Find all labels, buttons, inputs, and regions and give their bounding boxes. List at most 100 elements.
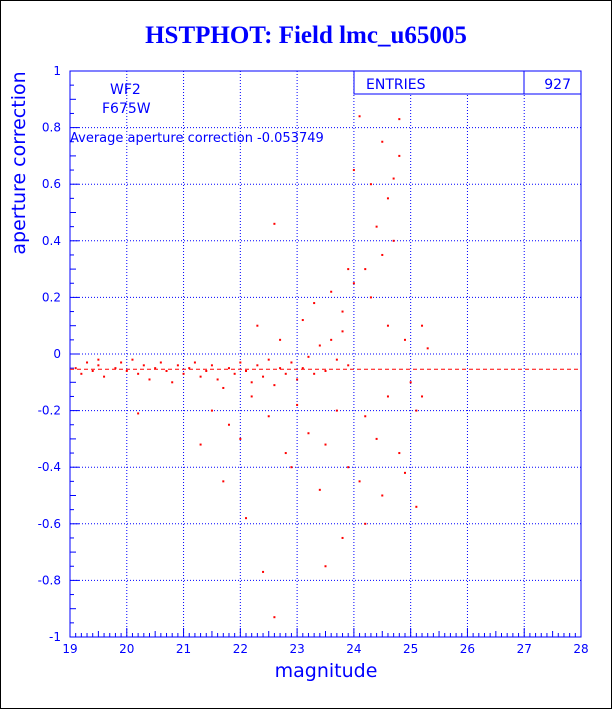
data-point: [386, 395, 389, 398]
x-tick-labels: 19 20 21 22 23 24 25 26 27 28: [62, 642, 588, 656]
data-point: [131, 358, 134, 361]
data-point: [364, 268, 367, 271]
data-point: [415, 505, 418, 508]
data-point: [352, 282, 355, 285]
data-point: [341, 310, 344, 313]
data-point: [199, 443, 202, 446]
data-point: [267, 358, 270, 361]
data-point: [347, 364, 350, 367]
x-tick-label: 24: [346, 642, 361, 656]
y-tick-label: 0.4: [42, 234, 61, 248]
data-point: [415, 409, 418, 412]
y-tick-label: -1: [49, 630, 61, 644]
x-tick-label: 25: [403, 642, 418, 656]
data-point: [318, 488, 321, 491]
data-point: [210, 364, 213, 367]
stats-entries-label: ENTRIES: [366, 77, 426, 93]
data-point: [375, 437, 378, 440]
data-point: [381, 140, 384, 143]
data-point: [347, 268, 350, 271]
data-point: [256, 364, 259, 367]
y-tick-label: -0.8: [38, 573, 61, 587]
data-point: [199, 375, 202, 378]
data-point: [279, 338, 282, 341]
data-points: [74, 115, 429, 619]
data-point: [279, 367, 282, 370]
x-tick-label: 22: [233, 642, 248, 656]
data-point: [358, 480, 361, 483]
data-point: [273, 222, 276, 225]
data-point: [262, 570, 265, 573]
y-tick-label: -0.6: [38, 517, 61, 531]
data-point: [386, 197, 389, 200]
data-point: [296, 378, 299, 381]
data-point: [364, 415, 367, 418]
data-point: [250, 395, 253, 398]
data-point: [347, 466, 350, 469]
data-point: [165, 369, 168, 372]
data-point: [273, 616, 276, 619]
data-point: [159, 361, 162, 364]
data-point: [86, 361, 89, 364]
data-point: [409, 381, 412, 384]
data-point: [182, 372, 185, 375]
data-point: [267, 415, 270, 418]
data-point: [318, 344, 321, 347]
data-point: [398, 118, 401, 121]
filter-annotation: F675W: [102, 101, 151, 117]
x-tick-label: 27: [517, 642, 532, 656]
data-point: [245, 517, 248, 520]
data-point: [398, 452, 401, 455]
data-point: [142, 364, 145, 367]
data-point: [245, 369, 248, 372]
data-point: [114, 367, 117, 370]
data-point: [392, 239, 395, 242]
data-point: [273, 384, 276, 387]
x-tick-label: 23: [289, 642, 304, 656]
y-tick-label: 1: [53, 64, 61, 78]
y-tick-label: 0.6: [42, 177, 61, 191]
data-point: [352, 169, 355, 172]
data-point: [239, 361, 242, 364]
data-point: [381, 253, 384, 256]
data-point: [193, 361, 196, 364]
y-axis-label: aperture correction: [8, 71, 30, 254]
data-point: [91, 369, 94, 372]
x-tick-label: 28: [573, 642, 588, 656]
data-point: [205, 369, 208, 372]
data-point: [171, 381, 174, 384]
data-point: [290, 361, 293, 364]
x-axis-label: magnitude: [275, 660, 378, 682]
data-point: [398, 154, 401, 157]
y-tick-label: 0.8: [42, 121, 61, 135]
data-point: [290, 466, 293, 469]
data-point: [324, 369, 327, 372]
data-point: [296, 403, 299, 406]
data-point: [313, 372, 316, 375]
data-point: [137, 412, 140, 415]
chart-title: HSTPHOT: Field lmc_u65005: [145, 22, 467, 49]
y-tick-label: -0.2: [38, 404, 61, 418]
data-point: [154, 367, 157, 370]
data-point: [313, 302, 316, 305]
data-point: [341, 536, 344, 539]
y-tick-label: -0.4: [38, 460, 61, 474]
y-tick-label: 0.2: [42, 290, 61, 304]
data-point: [301, 367, 304, 370]
data-point: [239, 437, 242, 440]
data-point: [97, 358, 100, 361]
data-point: [74, 367, 77, 370]
data-point: [216, 378, 219, 381]
data-point: [148, 378, 151, 381]
data-point: [250, 381, 253, 384]
data-point: [358, 115, 361, 118]
data-point: [369, 296, 372, 299]
data-point: [120, 361, 123, 364]
camera-annotation: WF2: [110, 82, 141, 98]
data-point: [392, 177, 395, 180]
data-point: [324, 565, 327, 568]
data-point: [125, 369, 128, 372]
data-point: [227, 367, 230, 370]
axis-ticks: [69, 70, 582, 638]
data-point: [80, 372, 83, 375]
